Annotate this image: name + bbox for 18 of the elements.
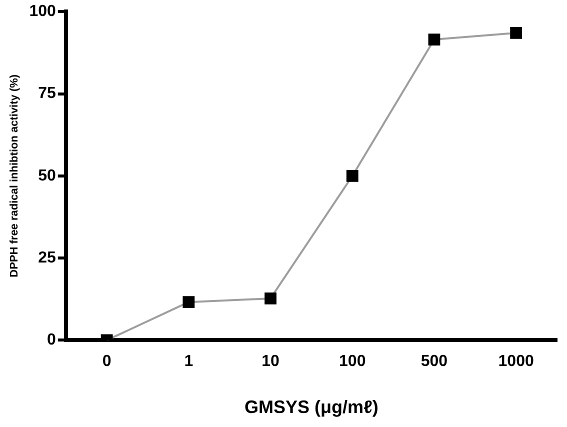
- x-axis-title: GMSYS (μg/mℓ): [244, 397, 378, 418]
- y-tick-label: 100: [29, 3, 56, 20]
- x-tick-label: 100: [339, 353, 366, 370]
- x-tick-label: 0: [102, 353, 112, 370]
- point: [264, 292, 276, 304]
- y-tick-label: 25: [38, 249, 56, 266]
- point: [510, 27, 522, 39]
- x-tick-label: 1: [184, 353, 194, 370]
- point: [182, 296, 195, 308]
- point: [346, 170, 358, 182]
- point: [428, 34, 440, 46]
- x-tick-label: 500: [420, 353, 448, 370]
- y-tick-label: 0: [46, 332, 56, 349]
- y-tick-label: 50: [38, 167, 56, 184]
- x-tick-label: 1000: [498, 353, 534, 370]
- y-tick-label: 75: [38, 85, 56, 102]
- x-tick-label: 10: [262, 353, 280, 370]
- y-axis-title: DPPH free radical inhibtion activity (%): [8, 74, 21, 278]
